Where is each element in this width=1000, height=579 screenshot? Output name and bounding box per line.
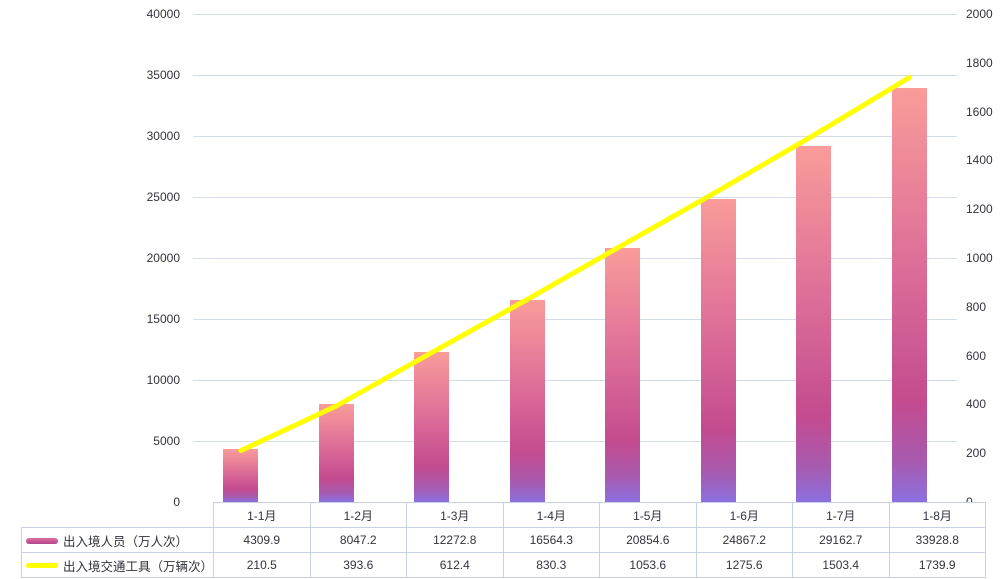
left-axis-tick: 40000: [146, 7, 180, 21]
left-axis-tick: 20000: [146, 251, 180, 265]
right-axis-tick: 600: [966, 348, 987, 363]
left-axis-tick: 0: [173, 495, 180, 509]
left-axis-tick: 35000: [146, 68, 180, 82]
left-axis-tick: 30000: [146, 129, 180, 143]
gridline: [193, 75, 957, 76]
table-value-cell: 1053.6: [599, 552, 697, 578]
table-value-cell: 12272.8: [406, 527, 504, 553]
table-header-row: 1-1月 1-2月 1-3月 1-4月 1-5月 1-6月 1-7月 1-8月: [22, 502, 987, 528]
bar-series-legend: 出入境人员（万人次）: [20, 527, 215, 553]
table-value-cell: 4309.9: [213, 527, 311, 553]
table-value-cell: 8047.2: [309, 527, 408, 553]
gridline: [193, 319, 957, 320]
table-value-cell: 1739.9: [888, 552, 987, 578]
line-series-row: 出入境交通工具（万辆次） 210.5 393.6 612.4 830.3 1053.6 1…: [20, 552, 987, 578]
table-value-cell: 210.5: [213, 552, 311, 578]
bar: [318, 403, 354, 502]
table-value-cell: 24867.2: [695, 527, 794, 553]
table-value-cell: 29162.7: [792, 527, 890, 553]
right-axis-tick: 1200: [966, 202, 993, 217]
left-y-axis: 40000 35000 30000 25000 20000 15000 10000 5000 0: [0, 0, 180, 579]
gridline: [193, 380, 957, 381]
category-header: 1-2月: [309, 502, 408, 528]
gridline: [193, 258, 957, 259]
gridline: [193, 441, 957, 442]
bar: [223, 449, 259, 502]
bar-series-swatch-icon: [26, 537, 58, 544]
category-header: 1-8月: [888, 502, 987, 528]
table-value-cell: 20854.6: [599, 527, 697, 553]
category-header: 1-7月: [792, 502, 890, 528]
right-y-axis: 2000180016001400120010008006004002000: [966, 0, 1000, 579]
category-header: 1-4月: [502, 502, 601, 528]
bar: [700, 198, 736, 502]
category-header: 1-1月: [213, 502, 311, 528]
table-value-cell: 1503.4: [792, 552, 890, 578]
data-table: 1-1月 1-2月 1-3月 1-4月 1-5月 1-6月 1-7月 1-8月 出入境人员（万…: [20, 502, 987, 578]
gridline: [193, 197, 957, 198]
table-value-cell: 612.4: [406, 552, 504, 578]
bar: [414, 352, 450, 502]
table-value-cell: 830.3: [502, 552, 601, 578]
line-series-swatch-icon: [26, 563, 58, 569]
right-axis-tick: 1400: [966, 153, 993, 168]
left-axis-tick: 25000: [146, 190, 180, 204]
line-series-legend: 出入境交通工具（万辆次）: [20, 552, 215, 578]
bar: [605, 247, 641, 502]
table-value-cell: 16564.3: [502, 527, 601, 553]
table-corner-cell: [22, 503, 214, 528]
bar-series-label: 出入境人员（万人次）: [63, 534, 189, 549]
left-axis-tick: 10000: [146, 373, 180, 387]
table-value-cell: 393.6: [309, 552, 408, 578]
line-series-path: [238, 75, 912, 454]
right-axis-tick: 1600: [966, 104, 993, 119]
category-header: 1-6月: [695, 502, 794, 528]
table-value-cell: 1275.6: [695, 552, 794, 578]
table-value-cell: 33928.8: [888, 527, 987, 553]
bar: [891, 88, 927, 502]
right-axis-tick: 200: [966, 446, 987, 461]
gridline: [193, 136, 957, 137]
line-series-label: 出入境交通工具（万辆次）: [63, 559, 214, 574]
plot-area: [193, 14, 957, 502]
line-series: [238, 75, 912, 454]
right-axis-tick: 400: [966, 397, 987, 412]
right-axis-tick: 2000: [966, 7, 993, 21]
bar: [796, 146, 832, 502]
gridline: [193, 14, 957, 15]
bar: [509, 299, 545, 502]
right-axis-tick: 800: [966, 299, 987, 314]
right-axis-tick: 1000: [966, 251, 993, 265]
bar-series-row: 出入境人员（万人次） 4309.9 8047.2 12272.8 16564.3 208…: [20, 527, 987, 553]
left-axis-tick: 5000: [153, 434, 180, 448]
category-header: 1-5月: [599, 502, 697, 528]
right-axis-tick: 1800: [966, 55, 993, 70]
left-axis-tick: 15000: [146, 312, 180, 326]
category-header: 1-3月: [406, 502, 504, 528]
